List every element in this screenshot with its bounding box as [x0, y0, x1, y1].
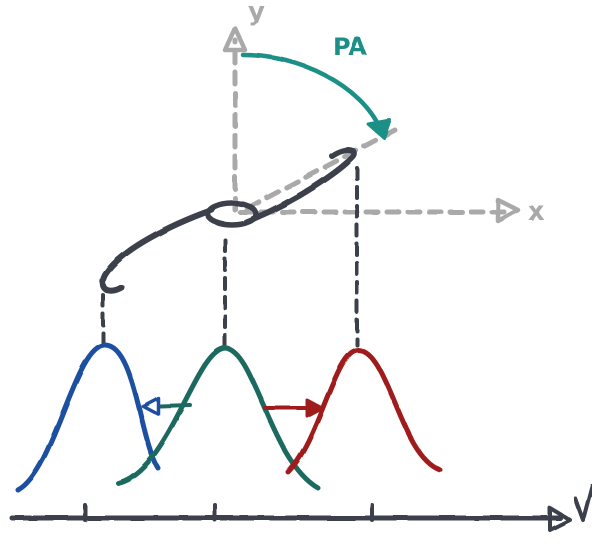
- blueshift-arrow: [141, 396, 192, 416]
- y-axis-label: y: [248, 0, 265, 27]
- redshift-arrow: [263, 398, 324, 418]
- velocity-axis: [9, 503, 572, 532]
- major-axis-line: [237, 127, 398, 215]
- green-profile: [115, 345, 321, 491]
- x-axis-label: x: [528, 197, 545, 227]
- y-axis: [222, 25, 248, 213]
- x-axis: [237, 197, 521, 224]
- projection-lines: [101, 166, 359, 347]
- red-profile: [285, 347, 443, 475]
- position-angle-arc: [240, 52, 392, 140]
- blue-profile: [15, 342, 161, 493]
- position-angle-label: PA: [333, 33, 367, 61]
- galaxy-disk: [99, 147, 358, 295]
- velocity-axis-label: [573, 484, 592, 522]
